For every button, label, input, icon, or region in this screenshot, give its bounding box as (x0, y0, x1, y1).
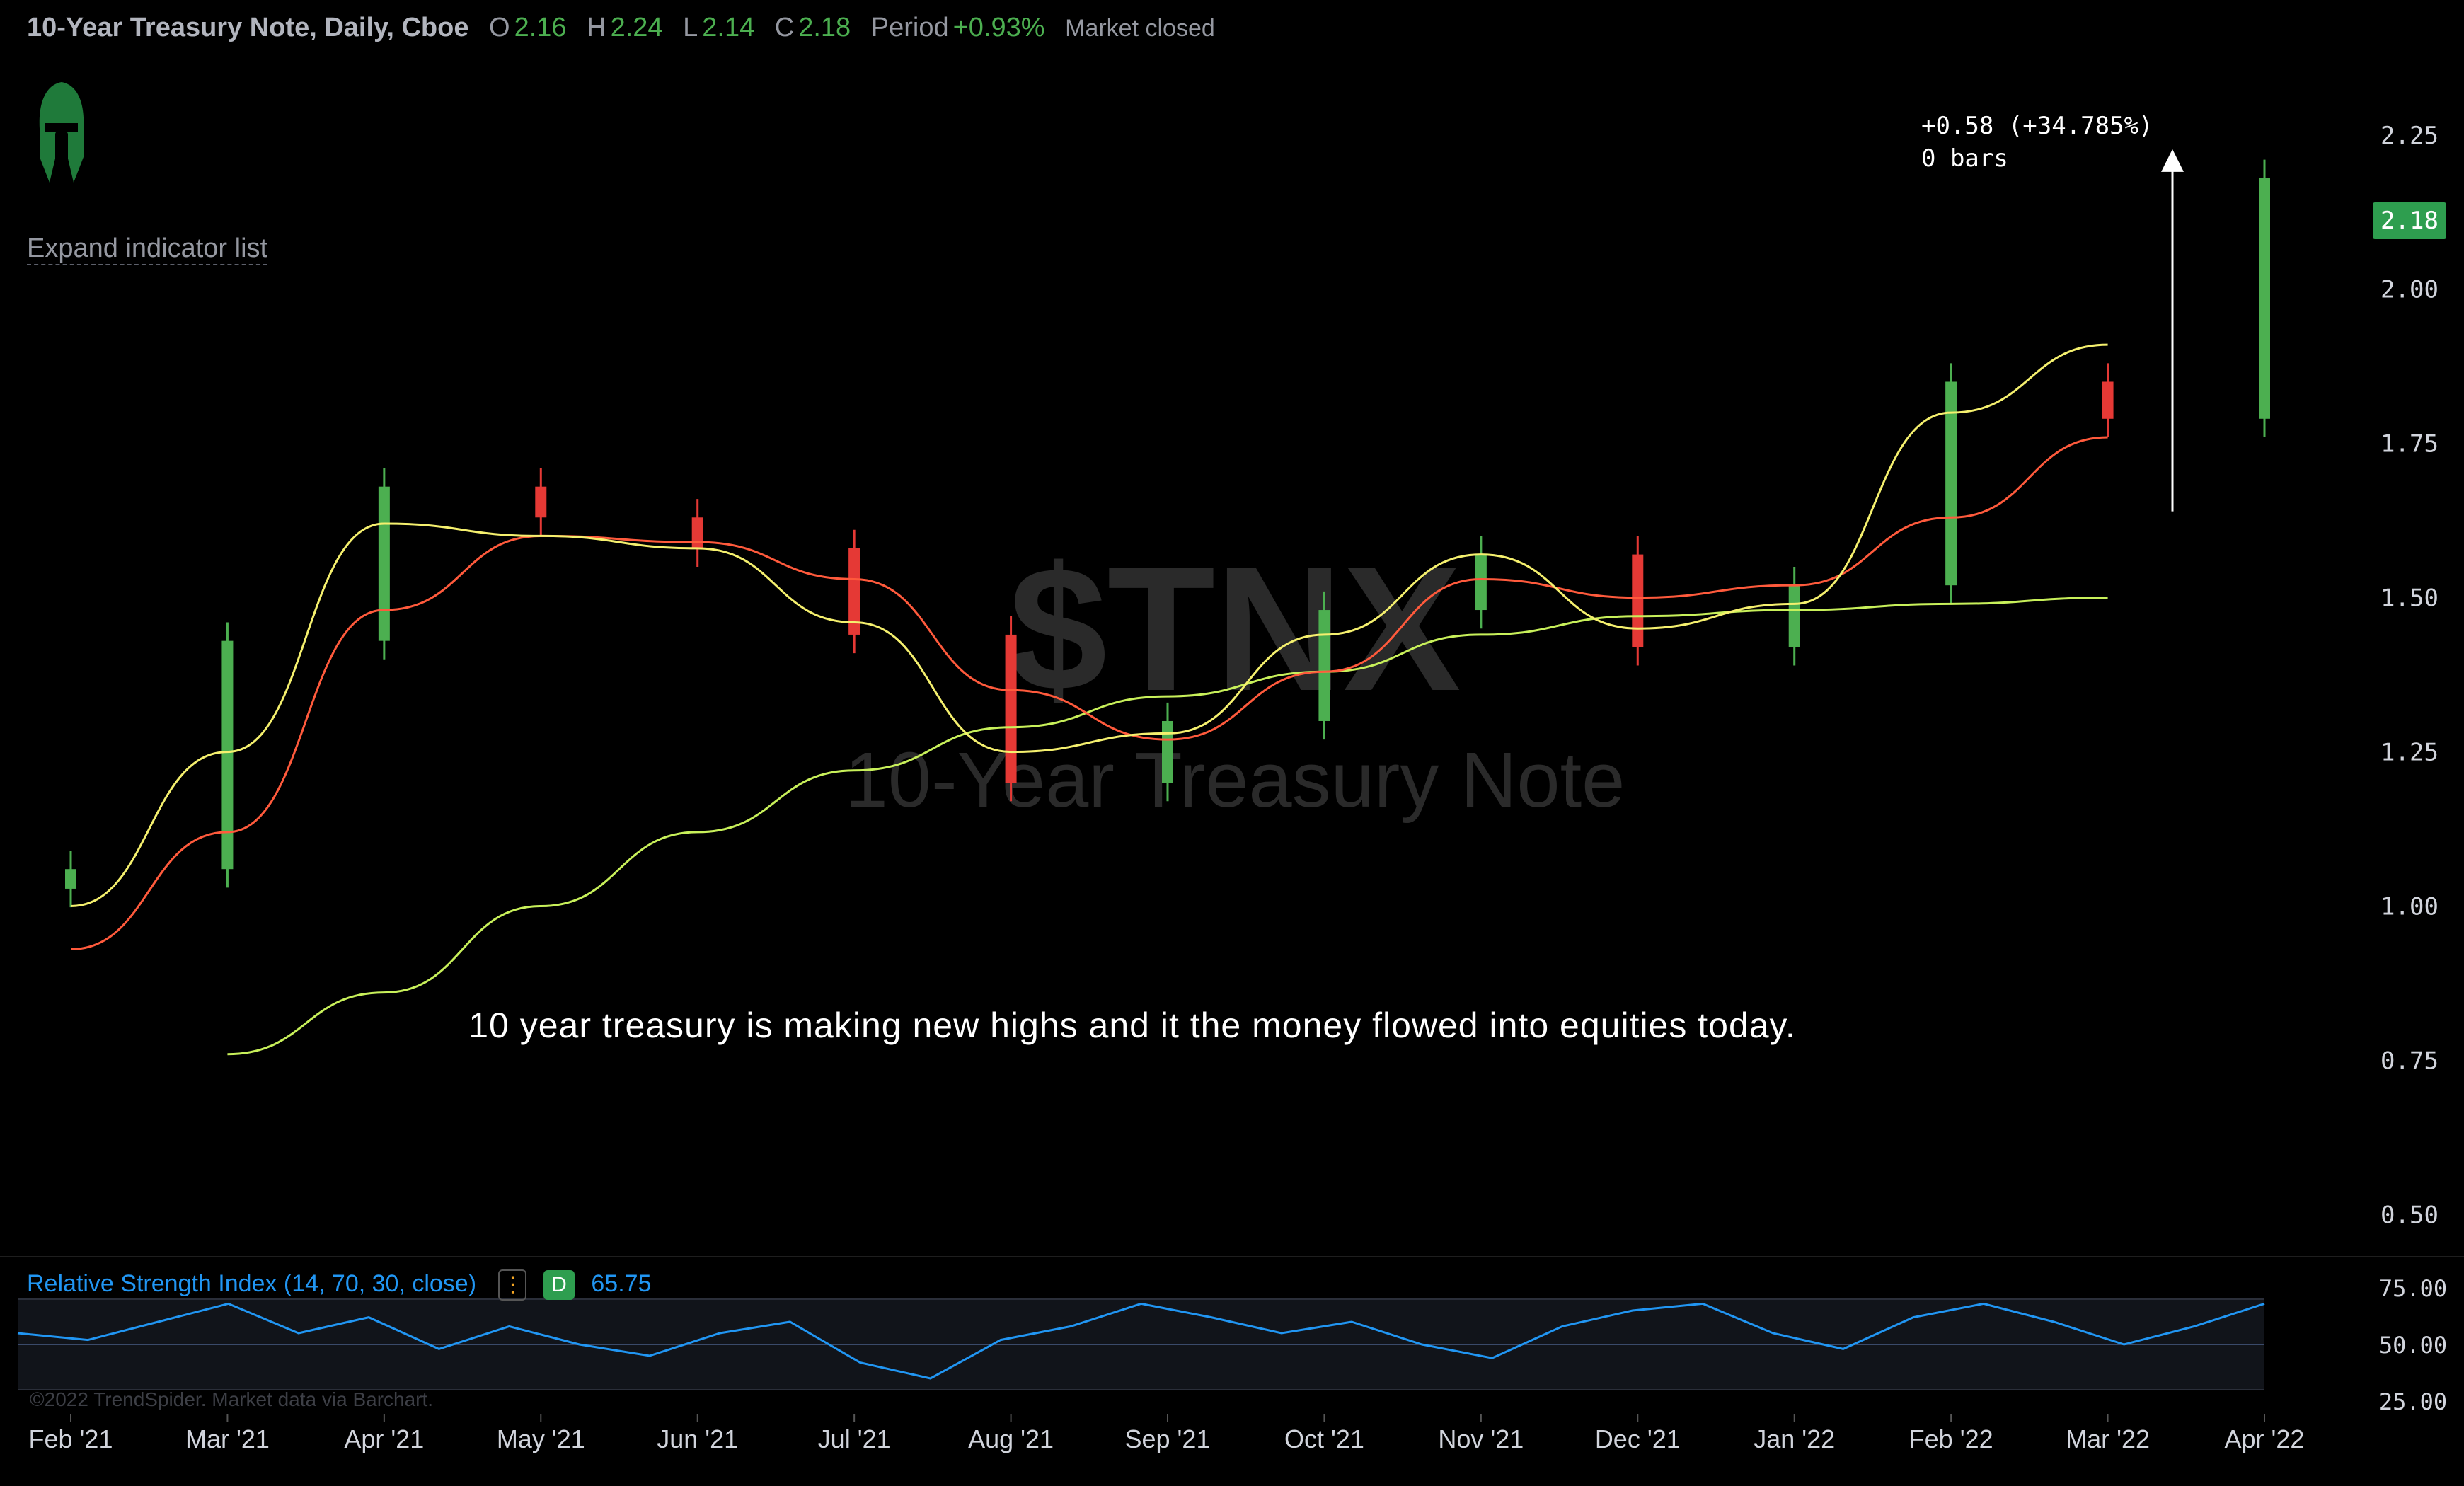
candle-body (2102, 381, 2114, 419)
measure-arrow[interactable] (2161, 149, 2184, 512)
sma-long-line (227, 597, 2108, 1056)
candle[interactable] (1632, 536, 1644, 666)
price-tick: 1.75 (2380, 430, 2439, 459)
candle[interactable] (535, 468, 547, 536)
candle[interactable] (1318, 591, 1330, 740)
expand-indicator-list[interactable]: Expand indicator list (27, 234, 268, 265)
price-badge-bg (2373, 202, 2446, 239)
high-value: 2.24 (610, 13, 663, 42)
time-tick: Mar '22 (2066, 1424, 2150, 1453)
candle-body (65, 869, 76, 889)
candle-body (1475, 554, 1487, 611)
price-pane[interactable]: $TNX 10-Year Treasury Note (65, 149, 2270, 1056)
watermark-ticker: $TNX (1008, 530, 1461, 727)
copyright: ©2022 TrendSpider. Market data via Barch… (30, 1388, 434, 1410)
close-label: C (774, 13, 795, 42)
rsi-axis: 75.00 50.00 25.00 (2379, 1275, 2447, 1415)
price-axis: 0.50 0.75 1.00 1.25 1.50 1.75 2.00 2.25 (2380, 122, 2439, 1230)
rsi-value: 65.75 (591, 1269, 652, 1297)
candle[interactable] (2102, 363, 2114, 437)
candle[interactable] (848, 529, 860, 654)
time-tick: Mar '21 (185, 1424, 270, 1453)
low-label: L (683, 13, 698, 42)
open-label: O (489, 13, 510, 42)
candle-body (221, 640, 234, 870)
rsi-line (17, 1302, 2265, 1380)
candles (65, 159, 2270, 908)
price-tick: 1.25 (2380, 739, 2439, 767)
candle[interactable] (65, 851, 76, 908)
candle[interactable] (1788, 567, 1800, 666)
market-status: Market closed (1065, 15, 1215, 42)
time-tick: Feb '21 (29, 1424, 113, 1453)
sma-short-line (70, 343, 2108, 908)
time-axis: Feb '21 Mar '21 Apr '21 May '21 Jun '21 Jul '… (29, 1414, 2305, 1453)
time-tick: Nov '21 (1438, 1424, 1524, 1453)
symbol-title[interactable]: 10-Year Treasury Note, Daily, Cboe (27, 13, 469, 42)
time-tick: May '21 (497, 1424, 585, 1453)
time-tick: Aug '21 (968, 1424, 1054, 1453)
price-tick: 0.50 (2380, 1201, 2439, 1229)
measure-arrowhead (2161, 149, 2184, 172)
high-label: H (587, 13, 606, 42)
candle[interactable] (1475, 536, 1487, 629)
close-value: 2.18 (798, 13, 851, 42)
sma-mid-line (70, 436, 2108, 951)
candle[interactable] (221, 622, 234, 888)
chart-header: 10-Year Treasury Note, Daily, Cboe O 2.16… (27, 13, 1228, 43)
candle-body (2259, 178, 2270, 419)
candle[interactable] (1005, 616, 1017, 802)
chart-note: 10 year treasury is making new highs and… (468, 1006, 1796, 1045)
low-value: 2.14 (702, 13, 755, 42)
price-badge: 2.18 (2380, 207, 2439, 235)
price-tick: 1.50 (2380, 584, 2439, 613)
time-tick: Jun '21 (657, 1424, 738, 1453)
rsi-timeframe-badge[interactable]: D (543, 1270, 575, 1300)
candle-body (1632, 554, 1644, 647)
candle[interactable] (378, 468, 390, 660)
watermark-name: 10-Year Treasury Note (845, 737, 1625, 824)
candle[interactable] (2259, 159, 2270, 437)
candle[interactable] (1945, 363, 1957, 604)
candle-body (1788, 585, 1800, 647)
measure-change: +0.58 (+34.785%) (1921, 112, 2153, 140)
price-tick: 2.00 (2380, 276, 2439, 304)
measure-bars: 0 bars (1921, 144, 2008, 173)
candle-body (535, 486, 547, 518)
open-value: 2.16 (514, 13, 567, 42)
rsi-pane[interactable]: 75.00 50.00 25.00 (0, 1256, 2464, 1415)
candle[interactable] (1162, 702, 1173, 802)
spartan-helmet-icon (39, 82, 84, 183)
price-tick: 0.75 (2380, 1047, 2439, 1075)
candle-body (848, 548, 860, 635)
candle[interactable] (691, 499, 703, 568)
time-tick: Apr '21 (344, 1424, 424, 1453)
candle-body (691, 517, 703, 548)
period-value: +0.93% (952, 13, 1045, 42)
rsi-tick: 25.00 (2379, 1388, 2447, 1415)
period-label: Period (870, 13, 949, 42)
time-tick: Jul '21 (818, 1424, 891, 1453)
price-tick: 2.25 (2380, 122, 2439, 150)
candle-body (1945, 381, 1957, 586)
rsi-title[interactable]: Relative Strength Index (14, 70, 30, clo… (27, 1269, 477, 1297)
time-tick: Dec '21 (1595, 1424, 1681, 1453)
candle-body (1318, 610, 1330, 721)
time-tick: Sep '21 (1125, 1424, 1211, 1453)
measure-readout: +0.58 (+34.785%) 0 bars (1921, 110, 2153, 175)
time-tick: Feb '22 (1909, 1424, 1993, 1453)
time-tick: Oct '21 (1284, 1424, 1364, 1453)
rsi-legend: Relative Strength Index (14, 70, 30, clo… (27, 1269, 651, 1301)
time-tick: Apr '22 (2225, 1424, 2305, 1453)
candle-body (1005, 634, 1017, 783)
candle-body (378, 486, 390, 641)
rsi-tick: 75.00 (2379, 1275, 2447, 1302)
price-tick: 1.00 (2380, 893, 2439, 921)
candle-body (1162, 720, 1173, 783)
rsi-menu-button[interactable]: ⋮ (498, 1269, 527, 1301)
time-tick: Jan '22 (1754, 1424, 1835, 1453)
rsi-tick: 50.00 (2379, 1332, 2447, 1359)
